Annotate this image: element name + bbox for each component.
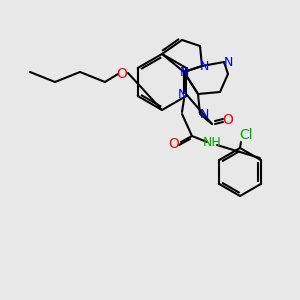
Text: NH: NH [202,136,221,149]
Text: N: N [179,67,189,80]
Text: O: O [223,113,233,127]
Text: N: N [177,88,187,100]
Text: N: N [199,109,209,122]
Text: O: O [169,137,179,151]
Text: N: N [199,59,209,73]
Text: O: O [117,67,128,81]
Text: Cl: Cl [239,128,253,142]
Text: N: N [223,56,233,68]
